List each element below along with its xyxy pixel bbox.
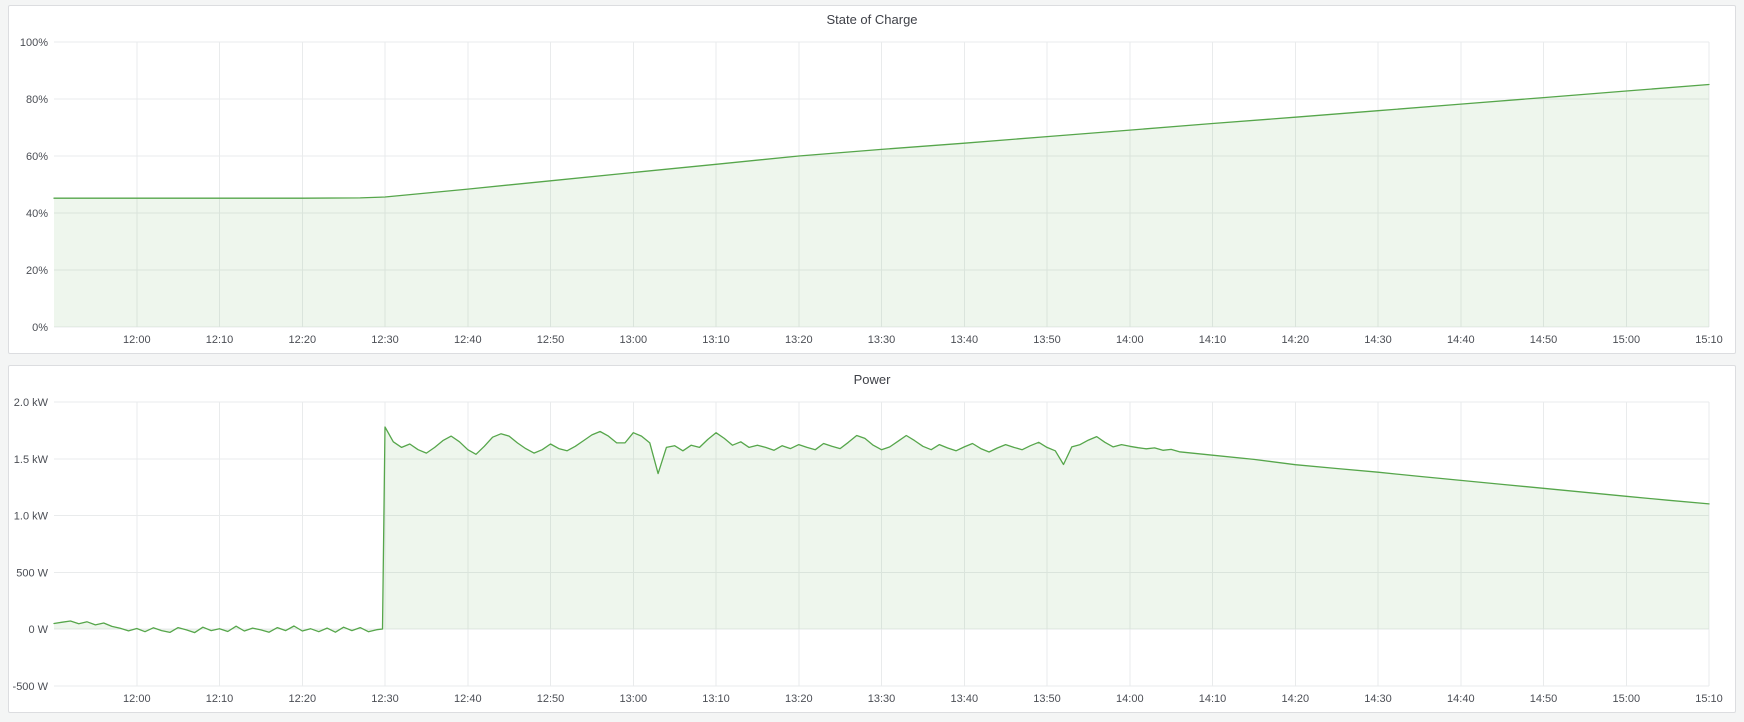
svg-text:12:50: 12:50 [537,334,565,346]
svg-text:14:50: 14:50 [1530,334,1558,346]
svg-text:2.0 kW: 2.0 kW [14,397,49,409]
svg-text:100%: 100% [20,37,48,49]
svg-text:12:40: 12:40 [454,693,482,705]
svg-text:14:10: 14:10 [1199,334,1227,346]
svg-text:12:20: 12:20 [289,693,317,705]
svg-text:12:30: 12:30 [371,334,399,346]
svg-text:14:00: 14:00 [1116,693,1144,705]
svg-text:13:50: 13:50 [1033,334,1061,346]
svg-text:14:00: 14:00 [1116,334,1144,346]
svg-text:12:20: 12:20 [289,334,317,346]
svg-text:1.5 kW: 1.5 kW [14,454,49,466]
panel-title-state-of-charge[interactable]: State of Charge [826,12,918,27]
svg-text:13:40: 13:40 [951,693,979,705]
svg-text:15:10: 15:10 [1695,693,1723,705]
svg-text:15:00: 15:00 [1613,693,1641,705]
svg-text:12:30: 12:30 [371,693,399,705]
panel-state-of-charge: State of Charge 0% 20% 40% 60% 80% 100% 12:00 1… [8,5,1736,354]
svg-text:13:40: 13:40 [951,334,979,346]
svg-text:500 W: 500 W [16,567,48,579]
svg-text:12:40: 12:40 [454,334,482,346]
svg-text:14:10: 14:10 [1199,693,1227,705]
svg-text:1.0 kW: 1.0 kW [14,511,49,523]
svg-text:0 W: 0 W [28,624,48,636]
svg-text:14:40: 14:40 [1447,334,1475,346]
svg-text:40%: 40% [26,208,48,220]
svg-text:-500 W: -500 W [13,681,49,693]
svg-text:14:20: 14:20 [1282,334,1310,346]
svg-text:15:10: 15:10 [1695,334,1723,346]
svg-text:13:00: 13:00 [620,693,648,705]
chart-state-of-charge[interactable]: 0% 20% 40% 60% 80% 100% 12:00 12:10 12:20 12:30 12… [9,34,1735,353]
svg-text:13:00: 13:00 [620,334,648,346]
svg-text:14:30: 14:30 [1364,693,1392,705]
svg-text:12:00: 12:00 [123,334,151,346]
svg-text:13:10: 13:10 [702,693,730,705]
svg-text:14:40: 14:40 [1447,693,1475,705]
svg-text:12:10: 12:10 [206,334,234,346]
svg-text:13:50: 13:50 [1033,693,1061,705]
svg-text:13:30: 13:30 [868,334,896,346]
svg-text:13:20: 13:20 [785,334,813,346]
svg-text:12:00: 12:00 [123,693,151,705]
chart-power[interactable]: -500 W 0 W 500 W 1.0 kW 1.5 kW 2.0 kW 12:00 12:… [9,394,1735,712]
svg-text:14:20: 14:20 [1282,693,1310,705]
svg-text:80%: 80% [26,94,48,106]
svg-text:13:30: 13:30 [868,693,896,705]
svg-text:14:50: 14:50 [1530,693,1558,705]
svg-text:14:30: 14:30 [1364,334,1392,346]
svg-text:12:50: 12:50 [537,693,565,705]
svg-text:13:10: 13:10 [702,334,730,346]
panel-power: Power -500 W 0 W 500 W 1.0 kW 1.5 kW 2.0 kW 12… [8,365,1736,713]
panel-title-power[interactable]: Power [853,372,891,387]
svg-text:12:10: 12:10 [206,693,234,705]
svg-text:0%: 0% [32,322,48,334]
svg-text:15:00: 15:00 [1613,334,1641,346]
svg-text:13:20: 13:20 [785,693,813,705]
svg-text:60%: 60% [26,151,48,163]
svg-text:20%: 20% [26,265,48,277]
